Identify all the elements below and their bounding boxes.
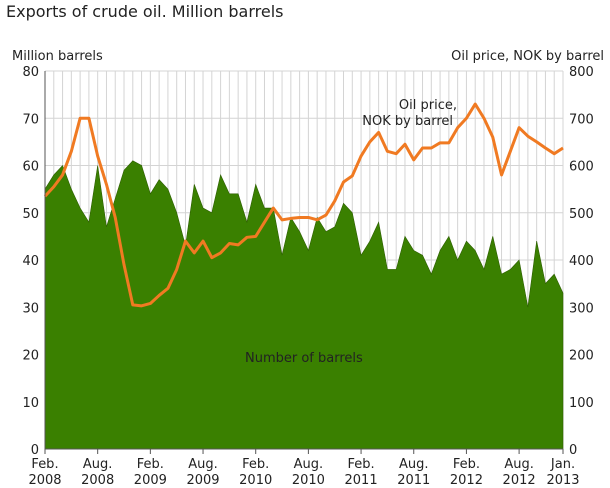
x-tick-label-year: 2010: [239, 473, 272, 488]
right-tick-label: 800: [569, 65, 594, 80]
x-tick-label-month: Feb.: [137, 457, 164, 472]
line-annotation-2: NOK by barrel: [362, 114, 453, 129]
x-tick-label-month: Feb.: [242, 457, 269, 472]
x-tick-label-month: Jan.: [550, 457, 575, 472]
x-tick-label-month: Feb.: [347, 457, 374, 472]
x-tick-label-year: 2008: [81, 473, 114, 488]
right-tick-label: 300: [569, 301, 594, 316]
left-tick-label: 40: [22, 254, 39, 269]
right-tick-label: 700: [569, 112, 594, 127]
left-tick-label: 10: [22, 396, 39, 411]
x-tick-label-month: Aug.: [294, 457, 324, 472]
right-tick-label: 600: [569, 160, 594, 175]
x-tick-label-year: 2013: [546, 473, 579, 488]
x-tick-label-year: 2011: [397, 473, 430, 488]
x-tick-label-month: Feb.: [453, 457, 480, 472]
x-tick-label-year: 2008: [28, 473, 61, 488]
left-tick-label: 80: [22, 65, 39, 80]
x-tick-label-year: 2009: [134, 473, 167, 488]
left-tick-label: 70: [22, 112, 39, 127]
left-axis-label: Million barrels: [12, 49, 103, 64]
x-tick-label-month: Aug.: [504, 457, 534, 472]
barrels-area: [44, 160, 564, 450]
right-axis-label: Oil price, NOK by barrel: [451, 49, 604, 64]
left-tick-label: 0: [31, 443, 39, 458]
left-tick-label: 50: [22, 207, 39, 222]
x-tick-label-year: 2012: [503, 473, 536, 488]
right-tick-label: 400: [569, 254, 594, 269]
x-tick-label-month: Aug.: [399, 457, 429, 472]
left-tick-label: 60: [22, 160, 39, 175]
right-tick-label: 200: [569, 349, 594, 364]
oil-price-line: [43, 102, 564, 308]
x-tick-label-year: 2012: [450, 473, 483, 488]
right-tick-label: 0: [569, 443, 577, 458]
left-tick-label: 30: [22, 301, 39, 316]
line-annotation-1: Oil price,: [399, 98, 457, 113]
x-tick-label-year: 2009: [186, 473, 219, 488]
right-tick-label: 100: [569, 396, 594, 411]
x-tick-label-year: 2011: [345, 473, 378, 488]
x-tick-label-month: Feb.: [31, 457, 58, 472]
x-tick-label-month: Aug.: [188, 457, 218, 472]
left-tick-label: 20: [22, 349, 39, 364]
x-tick-label-month: Aug.: [83, 457, 113, 472]
chart-title: Exports of crude oil. Million barrels: [6, 2, 284, 21]
right-tick-label: 500: [569, 207, 594, 222]
x-tick-label-year: 2010: [292, 473, 325, 488]
area-annotation: Number of barrels: [245, 351, 363, 366]
